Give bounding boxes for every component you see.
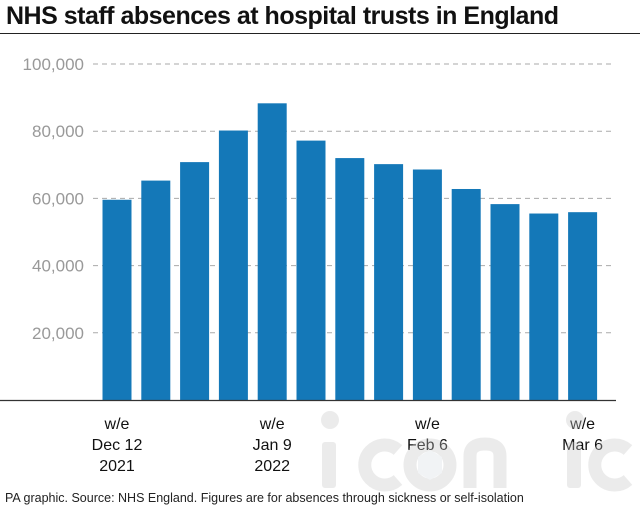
bar	[451, 188, 481, 400]
bar	[335, 158, 365, 400]
watermark-logo	[321, 411, 633, 492]
y-tick-label: 60,000	[32, 189, 84, 208]
bar-chart: 20,000 40,000 60,000 80,000 100,000 w/e Dec 12…	[0, 55, 616, 475]
x-tick-label: w/e Dec 12 2021	[92, 416, 143, 475]
bar	[141, 180, 171, 400]
bar	[529, 213, 559, 400]
bar	[102, 199, 132, 400]
title-divider	[0, 33, 640, 34]
chart-title: NHS staff absences at hospital trusts in…	[6, 2, 559, 30]
bar	[490, 204, 520, 400]
y-tick-label: 80,000	[32, 122, 84, 141]
y-tick-label: 40,000	[32, 257, 84, 276]
x-tick-label: w/e Jan 9 2022	[253, 416, 292, 475]
bar	[218, 130, 248, 400]
x-tick-label: w/eMar 6	[562, 416, 603, 454]
bar	[257, 103, 287, 400]
y-tick-label: 20,000	[32, 324, 84, 343]
bar	[374, 164, 404, 400]
bar	[412, 169, 442, 400]
y-tick-label: 100,000	[23, 55, 84, 74]
x-tick-label: w/e Feb 6	[407, 416, 448, 454]
bar	[296, 140, 326, 400]
source-footnote: PA graphic. Source: NHS England. Figures…	[5, 491, 524, 505]
bar	[568, 212, 598, 400]
bar	[180, 162, 210, 400]
